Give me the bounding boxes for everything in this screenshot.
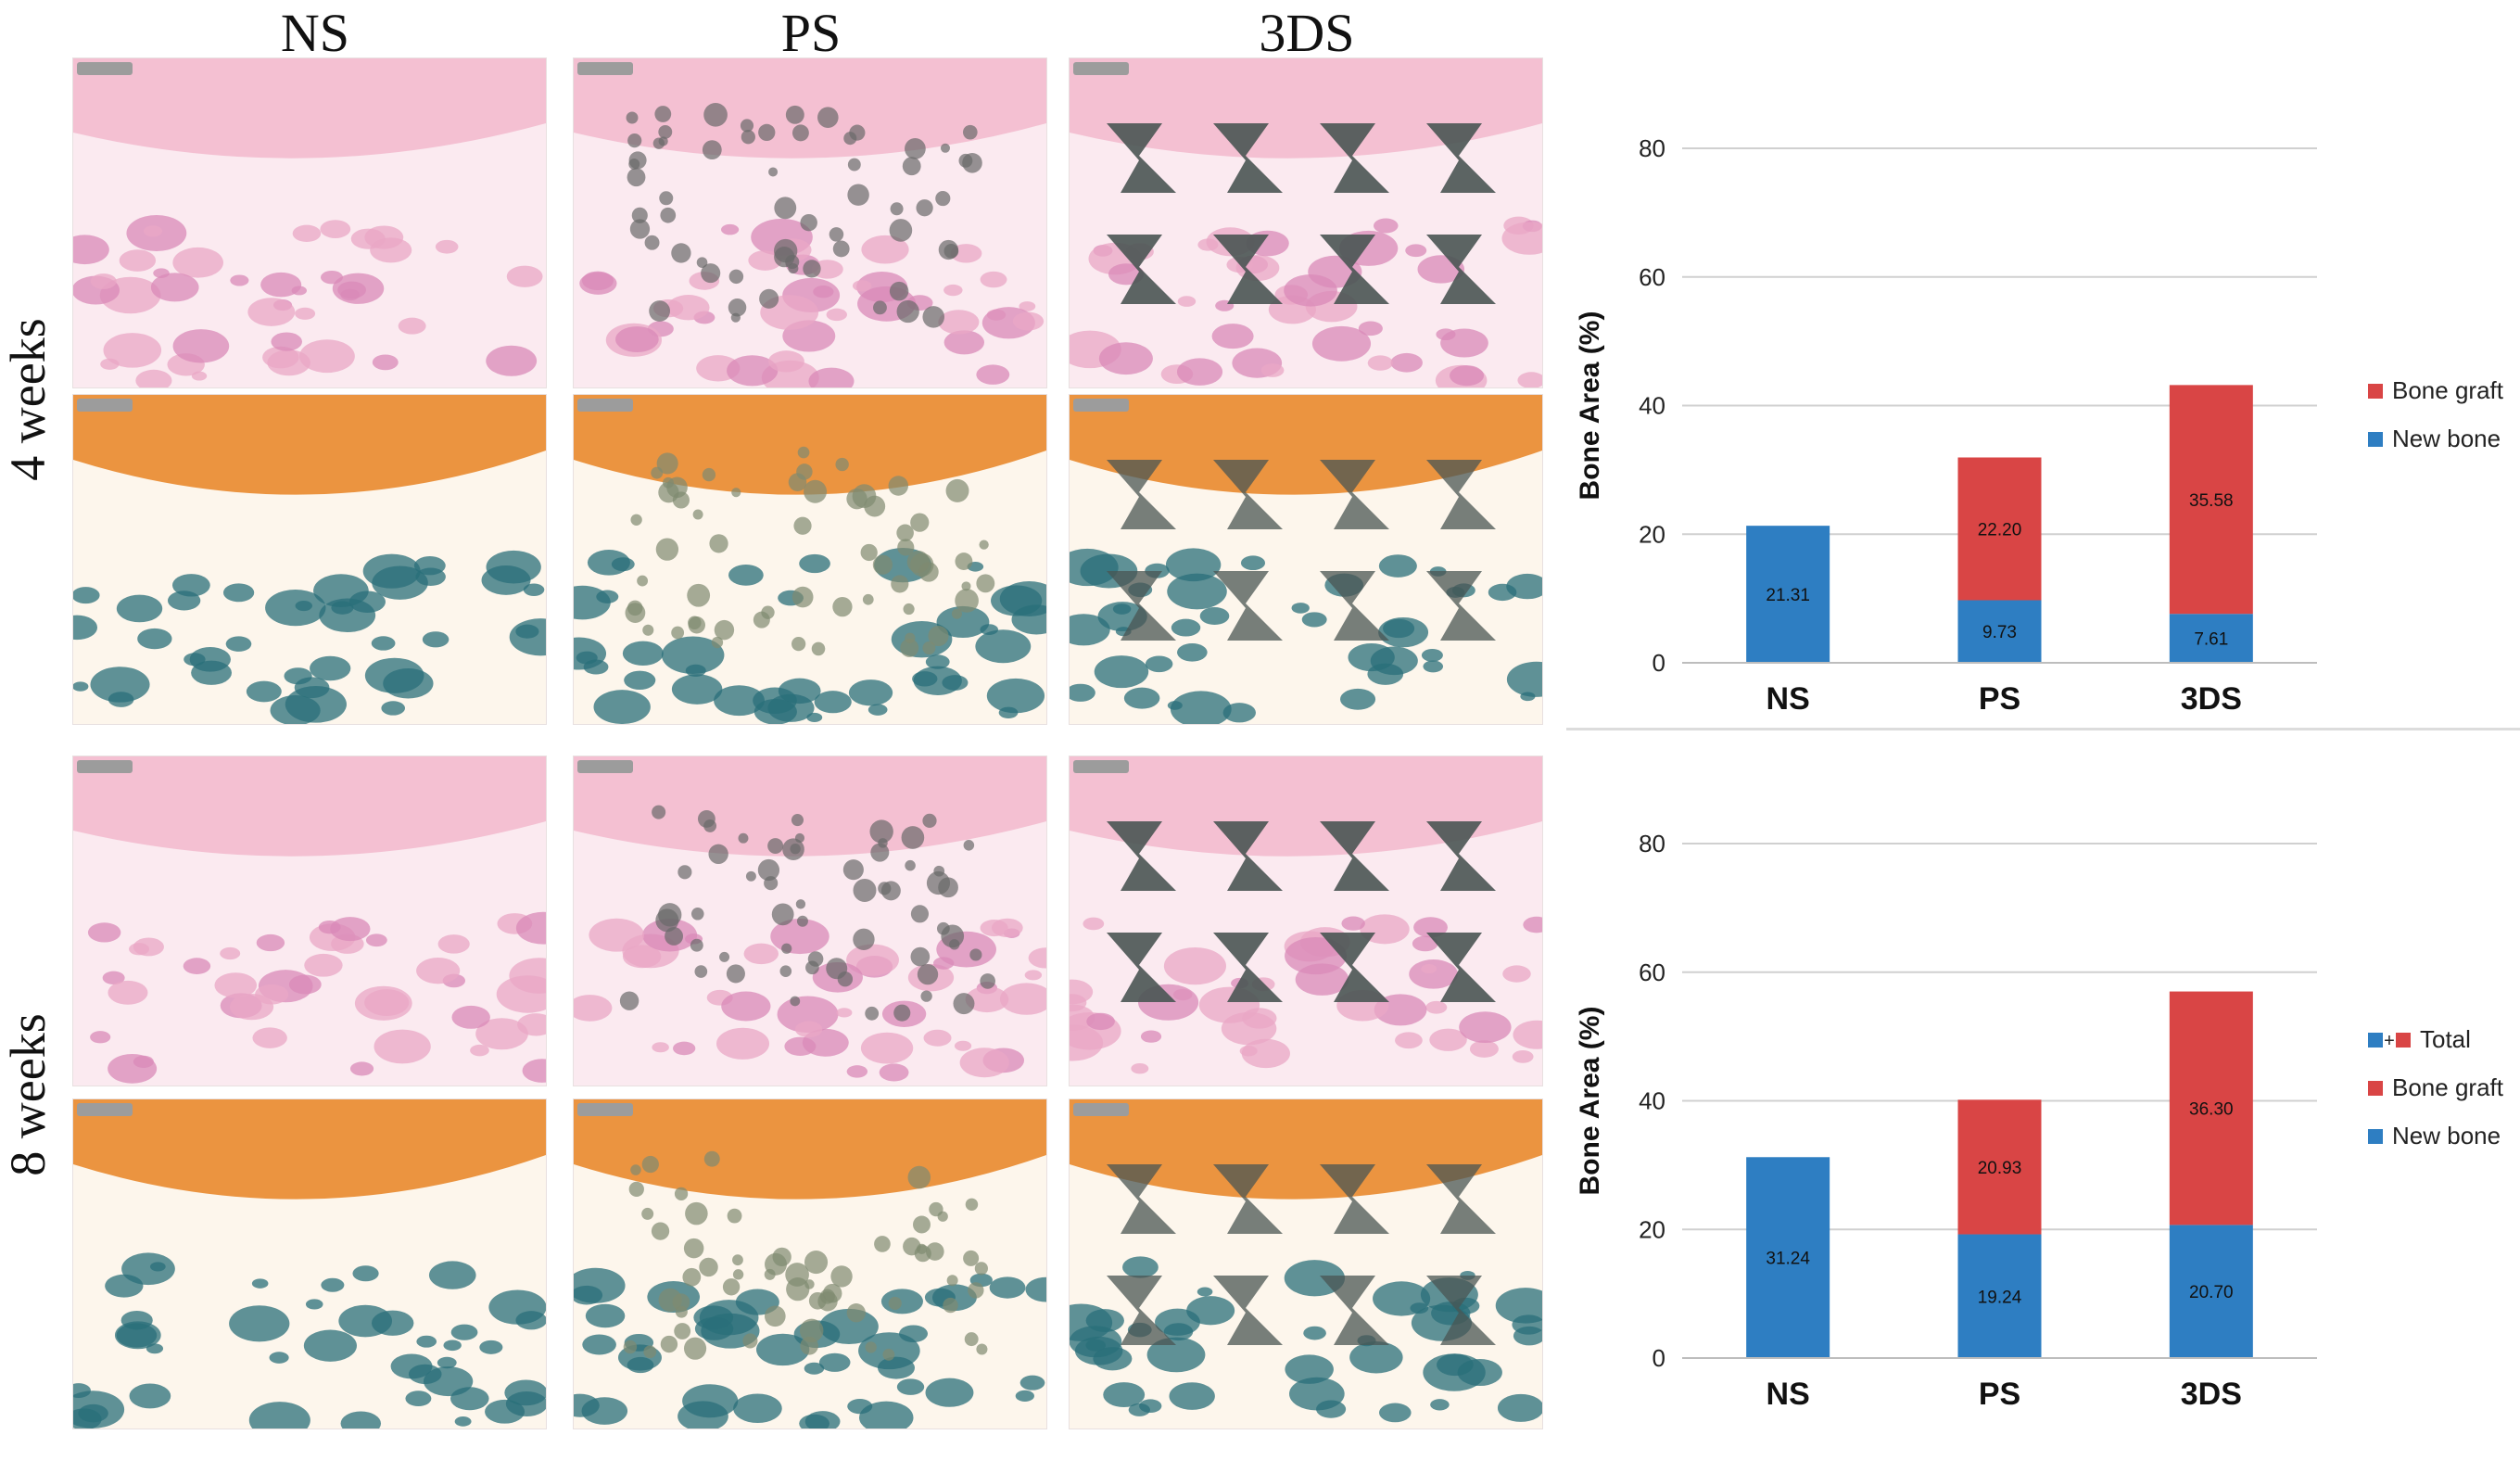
scale-bar — [577, 760, 633, 773]
x-category-label: 3DS — [2181, 1377, 2242, 1412]
scale-bar — [1073, 1103, 1129, 1116]
legend-label-bone-graft: Bone graft — [2392, 1073, 2504, 1101]
column-header-3ds: 3DS — [1259, 3, 1355, 63]
histology-panel-3ds-8w-he — [1069, 756, 1543, 1086]
column-header-ns: NS — [280, 3, 350, 63]
scale-bar — [577, 1103, 633, 1116]
bar-new-bone-3ds — [2169, 614, 2253, 663]
y-tick-label: 60 — [1639, 263, 1665, 291]
histology-panel-3ds-4w-tri — [1069, 394, 1543, 725]
x-category-label: NS — [1767, 1377, 1810, 1412]
scale-bar — [1073, 760, 1129, 773]
legend-swatch-total-blue — [2368, 1033, 2383, 1048]
histology-panel-ps-8w-tri — [573, 1098, 1047, 1429]
bar-label-bone-graft-3ds: 35.58 — [2189, 491, 2234, 511]
histology-panel-ns-4w-he — [72, 57, 547, 388]
scale-bar — [77, 1103, 133, 1116]
row-label-4-weeks: 4 weeks — [0, 318, 56, 481]
bar-label-bone-graft-3ds: 36.30 — [2189, 1099, 2234, 1119]
y-tick-label: 0 — [1653, 1344, 1665, 1372]
bar-new-bone-ns — [1746, 526, 1830, 663]
histology-panel-3ds-8w-tri — [1069, 1098, 1543, 1429]
legend-swatch-new-bone — [2368, 1129, 2383, 1144]
scale-bar — [1073, 399, 1129, 412]
legend-swatch-bone-graft — [2368, 384, 2383, 399]
legend-label-new-bone: New bone — [2392, 425, 2501, 452]
y-tick-label: 20 — [1639, 520, 1665, 548]
scale-bar — [1073, 62, 1129, 75]
chart-divider — [1566, 728, 2520, 730]
bar-label-new-bone-ps: 19.24 — [1978, 1288, 2022, 1307]
x-category-label: 3DS — [2181, 681, 2242, 717]
bar-label-bone-graft-ps: 22.20 — [1978, 520, 2022, 540]
column-header-ps: PS — [780, 3, 842, 63]
y-tick-label: 40 — [1639, 392, 1665, 420]
histology-panel-ps-4w-he — [573, 57, 1047, 388]
x-category-label: PS — [1979, 681, 2020, 717]
bar-bone-graft-3ds — [2169, 991, 2253, 1225]
legend-plus-sign: + — [2384, 1031, 2395, 1051]
legend-swatch-bone-graft — [2368, 1081, 2383, 1096]
bar-label-new-bone-ns: 21.31 — [1766, 586, 1810, 605]
bar-new-bone-3ds — [2169, 1225, 2253, 1358]
histology-panel-ns-4w-tri — [72, 394, 547, 725]
histology-panel-ns-8w-tri — [72, 1098, 547, 1429]
legend-label-bone-graft: Bone graft — [2392, 376, 2504, 404]
y-tick-label: 40 — [1639, 1087, 1665, 1115]
y-axis-title: Bone Area (%) — [1575, 311, 1605, 501]
bar-bone-graft-3ds — [2169, 385, 2253, 615]
scale-bar — [77, 62, 133, 75]
bar-label-new-bone-ns: 31.24 — [1766, 1250, 1810, 1269]
scale-bar — [577, 62, 633, 75]
scale-bar — [77, 760, 133, 773]
x-category-label: NS — [1767, 681, 1810, 717]
y-tick-label: 0 — [1653, 649, 1665, 677]
legend-label-total: Total — [2420, 1025, 2471, 1053]
bar-label-new-bone-3ds: 7.61 — [2194, 630, 2228, 650]
legend-swatch-total-red — [2396, 1033, 2411, 1048]
y-tick-label: 60 — [1639, 959, 1665, 986]
bone-area-chart-4-weeks: 0 20 40 60 80 Bone Area (%) 21.31 NS 9.73 22.20 PS… — [1575, 134, 2504, 717]
bar-bone-graft-ps — [1957, 1099, 2042, 1235]
histology-panel-3ds-4w-he — [1069, 57, 1543, 388]
bar-label-new-bone-3ds: 20.70 — [2189, 1283, 2234, 1302]
legend-swatch-new-bone — [2368, 432, 2383, 447]
bar-new-bone-ps — [1957, 600, 2042, 663]
bar-label-new-bone-ps: 9.73 — [1982, 623, 2017, 642]
bar-new-bone-ps — [1957, 1234, 2042, 1358]
bar-new-bone-ns — [1746, 1157, 1830, 1358]
y-tick-label: 80 — [1639, 830, 1665, 857]
scale-bar — [77, 399, 133, 412]
histology-panel-ps-8w-he — [573, 756, 1047, 1086]
y-tick-label: 20 — [1639, 1215, 1665, 1243]
bar-label-bone-graft-ps: 20.93 — [1978, 1159, 2022, 1178]
y-axis-title: Bone Area (%) — [1575, 1007, 1605, 1196]
legend-label-new-bone: New bone — [2392, 1122, 2501, 1149]
y-tick-label: 80 — [1639, 134, 1665, 162]
histology-panel-ps-4w-tri — [573, 394, 1047, 725]
row-label-8-weeks: 8 weeks — [0, 1013, 56, 1176]
bone-area-chart-8-weeks: 0 20 40 60 80 Bone Area (%) 31.24 NS 19.24 20.93 P… — [1575, 830, 2504, 1412]
scale-bar — [577, 399, 633, 412]
histology-panel-ns-8w-he — [72, 756, 547, 1086]
x-category-label: PS — [1979, 1377, 2020, 1412]
bar-bone-graft-ps — [1957, 457, 2042, 601]
